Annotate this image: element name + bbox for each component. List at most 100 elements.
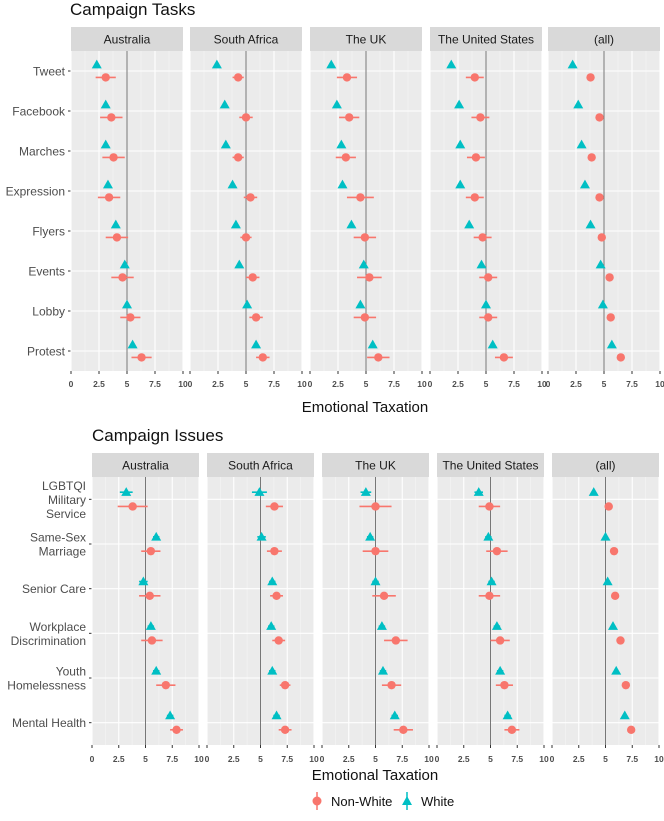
white-tweet-point [211, 59, 222, 69]
white-mental-health-point [502, 710, 513, 720]
series-non-white [232, 73, 270, 362]
non-white-lgbtqi-military-service-point [485, 502, 494, 511]
series-non-white [359, 502, 413, 735]
white-senior-care-point [486, 576, 497, 586]
white-senior-care-point [267, 576, 278, 586]
panel-south-africa: South Africa 0 2.5 5 7.5 10 [188, 27, 307, 389]
non-white-facebook-point [595, 113, 604, 122]
legend: Non-White White [312, 792, 454, 810]
x-tick-label: 10 [297, 379, 307, 389]
x-tick-label: 2.5 [212, 379, 224, 389]
non-white-lobby-point [251, 313, 261, 322]
campaign-issues-x-axis-label: Emotional Taxation [312, 767, 438, 784]
non-white-lobby-point [484, 313, 493, 322]
white-protest-point [367, 339, 378, 349]
non-white-lgbtqi-military-service-point [128, 502, 137, 511]
white-same-sex-marriage-point [600, 531, 611, 541]
series-white [211, 59, 262, 349]
strip-label: (all) [596, 459, 616, 473]
white-youth-homelessness-point [377, 665, 388, 675]
non-white-youth-homelessness-point [387, 680, 396, 690]
white-expression-point [579, 179, 590, 189]
y-tick-label-youth: Youth [56, 665, 86, 679]
non-white-lgbtqi-military-service-point [604, 502, 613, 511]
series-non-white [117, 502, 183, 735]
non-white-lobby-point [360, 313, 370, 322]
x-tick-label: 0 [320, 754, 325, 764]
strip-background [207, 453, 314, 477]
non-white-senior-care-point [145, 591, 154, 601]
series-white [251, 487, 282, 720]
non-white-marches-point [587, 153, 596, 162]
x-tick-label: 5 [125, 379, 130, 389]
y-tick-label-homelessness: Homelessness [7, 679, 86, 693]
non-white-events-point [484, 273, 493, 282]
white-youth-homelessness-point [151, 665, 162, 675]
non-white-events-point [605, 273, 614, 282]
campaign-issues-title: Campaign Issues [92, 426, 223, 445]
y-tick-label-expression: Expression [6, 185, 65, 199]
white-lobby-point [242, 299, 253, 309]
white-lobby-point [355, 299, 366, 309]
non-white-senior-care-point [485, 591, 494, 601]
white-same-sex-marriage-point [365, 531, 376, 541]
y-tick-label-senior-care: Senior Care [22, 582, 86, 596]
white-lobby-point [597, 299, 608, 309]
white-expression-point [337, 179, 348, 189]
non-white-youth-homelessness-point [280, 680, 290, 690]
y-tick-label-mental-health: Mental Health [12, 716, 86, 730]
white-youth-homelessness-point [611, 665, 622, 675]
non-white-youth-homelessness-point [500, 680, 509, 690]
y-tick-label-same-sex: Same-Sex [30, 531, 86, 545]
non-white-events-point [365, 273, 374, 282]
white-events-point [595, 259, 606, 269]
panel-australia: Australia 0 2.5 5 7.5 10 [69, 27, 188, 389]
strip-background [190, 27, 302, 51]
panel-australia: Australia 0 2.5 5 7.5 10 [90, 453, 204, 764]
non-white-same-sex-marriage-point [146, 546, 156, 556]
white-workplace-discrimination-point [607, 621, 618, 630]
white-same-sex-marriage-point [256, 531, 267, 541]
white-tweet-point [326, 59, 337, 69]
white-marches-point [576, 139, 587, 149]
non-white-mental-health-point [626, 725, 636, 735]
series-white [588, 487, 630, 720]
non-white-youth-homelessness-point [621, 680, 631, 690]
x-tick-label: 7.5 [149, 379, 161, 389]
non-white-protest-point [258, 353, 267, 362]
x-tick-label: 10 [539, 754, 549, 764]
strip-background [92, 453, 199, 477]
white-tweet-point [446, 59, 457, 69]
white-protest-point [251, 339, 262, 349]
white-events-point [358, 259, 369, 269]
non-white-mental-health-point [399, 725, 408, 735]
x-tick-label: 7.5 [388, 379, 400, 389]
white-flyers-point [464, 219, 475, 229]
white-flyers-point [230, 219, 241, 229]
white-facebook-point [100, 99, 111, 109]
white-lgbtqi-military-service-point [588, 487, 599, 496]
white-protest-point [606, 339, 617, 349]
non-white-senior-care-point [610, 591, 620, 601]
x-tick-label: 2.5 [343, 754, 355, 764]
non-white-workplace-discrimination-point [147, 636, 157, 645]
white-protest-point [127, 339, 138, 349]
non-white-facebook-point [241, 113, 251, 122]
x-tick-label: 10 [417, 379, 427, 389]
x-tick-label: 2.5 [458, 754, 470, 764]
white-senior-care-point [138, 576, 149, 586]
white-youth-homelessness-point [267, 665, 278, 675]
non-white-senior-care-point [272, 591, 281, 601]
non-white-same-sex-marriage-point [270, 546, 279, 556]
series-white [326, 59, 378, 349]
white-marches-point [336, 139, 347, 149]
series-non-white [478, 502, 520, 735]
non-white-flyers-point [360, 233, 370, 242]
y-tick-label-service: Service [46, 507, 86, 521]
white-same-sex-marriage-point [483, 531, 494, 541]
campaign-tasks-x-axis-label: Emotional Taxation [302, 399, 428, 416]
white-senior-care-point [602, 576, 613, 586]
series-white [446, 59, 498, 349]
strip-label: Australia [104, 33, 151, 47]
